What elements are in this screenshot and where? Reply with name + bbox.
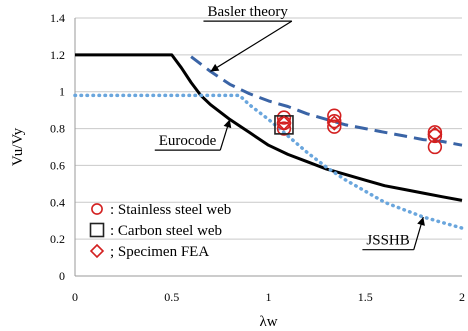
data-point [427, 125, 443, 140]
annotation-label: Eurocode [159, 133, 217, 149]
annotation-0: Basler theory [203, 4, 293, 72]
x-tick-label: 1.5 [358, 290, 373, 304]
curves [73, 53, 464, 230]
tick-labels: 0 0.2 0.4 0.6 0.8 1 1.2 1.4 0 0.5 1 1.5 2 [50, 11, 465, 304]
y-tick-label: 0.2 [50, 232, 65, 246]
legend-entry-2: ; Specimen FEA [89, 243, 209, 260]
data-point [327, 119, 342, 134]
legend-label: : Carbon steel web [110, 223, 222, 239]
y-tick-label: 0.4 [50, 195, 65, 209]
legend-entry-1: : Carbon steel web [89, 222, 222, 239]
curve-0 [75, 53, 463, 202]
annotation-arrowhead [223, 119, 232, 129]
y-tick-label: 1.4 [50, 11, 65, 25]
annotation-2: JSSHB [362, 216, 425, 251]
legend-entry-0: : Stainless steel web [91, 202, 231, 218]
y-tick-label: 0 [59, 269, 65, 283]
axes [74, 18, 462, 277]
annotations: Basler theory Eurocode JSSHB [154, 4, 425, 251]
annotation-1: Eurocode [154, 119, 232, 151]
axis-labels: Vu/Vy λw [10, 127, 278, 330]
curve-2 [73, 93, 464, 230]
legend: : Stainless steel web : Carbon steel web;… [89, 202, 231, 260]
annotation-arrowhead [417, 217, 425, 226]
x-tick-label: 0.5 [164, 290, 179, 304]
data-point [427, 128, 443, 144]
data-points [274, 108, 443, 155]
data-point [276, 121, 292, 136]
x-tick-label: 1 [266, 290, 272, 304]
annotation-leader [210, 20, 293, 72]
annotation-label: Basler theory [207, 4, 288, 20]
curve-1 [190, 55, 463, 147]
legend-label: : Stainless steel web [110, 202, 231, 218]
y-tick-label: 0.8 [50, 122, 65, 136]
y-tick-label: 0.6 [50, 158, 65, 172]
x-tick-label: 0 [72, 290, 78, 304]
legend-marker [89, 222, 105, 238]
y-axis-label: Vu/Vy [10, 127, 26, 166]
data-point [276, 115, 292, 131]
legend-marker [89, 243, 105, 259]
data-point [427, 126, 443, 142]
x-tick-label: 2 [459, 290, 465, 304]
x-axis-label: λw [259, 314, 277, 330]
annotation-label: JSSHB [366, 233, 409, 249]
data-point [276, 110, 292, 125]
y-tick-label: 1 [59, 85, 65, 99]
annotation-arrowhead [210, 63, 220, 72]
legend-label: ; Specimen FEA [110, 244, 209, 260]
legend-marker [91, 203, 103, 215]
y-tick-label: 1.2 [50, 48, 65, 62]
data-point [327, 114, 342, 129]
data-point [327, 108, 342, 123]
data-point [326, 115, 342, 131]
